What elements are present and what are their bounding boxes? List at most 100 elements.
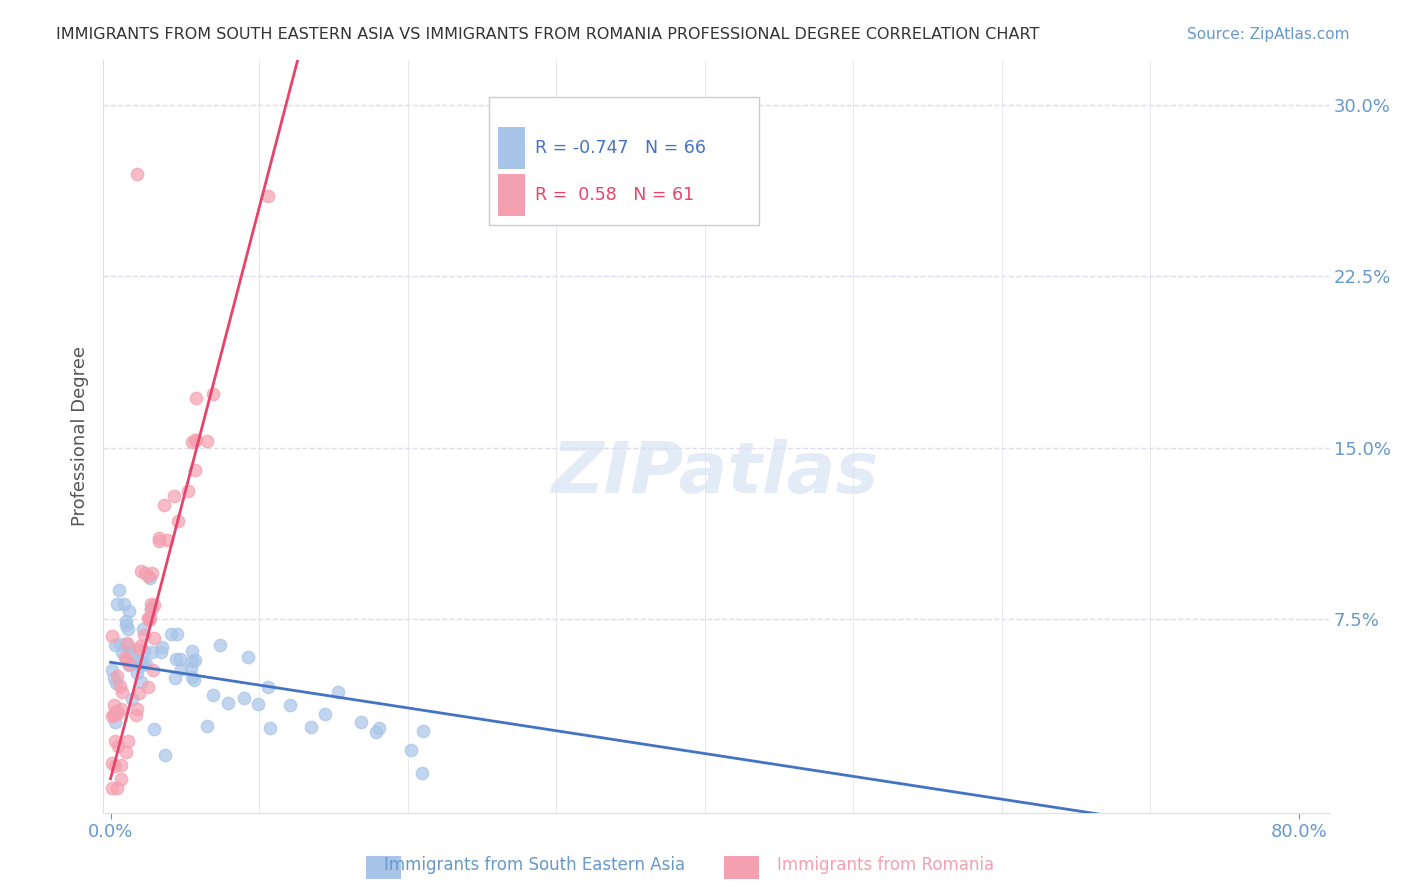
Point	[114, 649, 136, 664]
Point	[141, 602, 163, 616]
Point	[104, 758, 127, 772]
Point	[148, 532, 170, 546]
Point	[136, 611, 159, 625]
Bar	[498, 128, 524, 169]
Point	[180, 670, 202, 684]
Point	[101, 780, 124, 795]
Point	[107, 706, 129, 721]
Point	[110, 702, 132, 716]
Point	[209, 638, 232, 652]
Text: IMMIGRANTS FROM SOUTH EASTERN ASIA VS IMMIGRANTS FROM ROMANIA PROFESSIONAL DEGRE: IMMIGRANTS FROM SOUTH EASTERN ASIA VS IM…	[56, 27, 1039, 42]
Point	[202, 387, 225, 401]
Point	[165, 652, 187, 666]
Point	[150, 640, 173, 655]
Point	[367, 721, 389, 735]
Point	[132, 656, 155, 670]
Point	[108, 679, 131, 693]
Point	[153, 748, 176, 763]
Point	[181, 644, 204, 658]
Point	[108, 583, 131, 598]
Point	[148, 534, 170, 549]
Point	[134, 566, 156, 581]
Point	[166, 514, 188, 528]
Point	[107, 739, 129, 754]
Point	[132, 643, 155, 657]
Point	[184, 653, 207, 667]
Point	[117, 604, 139, 618]
Point	[103, 698, 125, 712]
Point	[163, 671, 186, 685]
Point	[117, 623, 139, 637]
Point	[105, 669, 128, 683]
Point	[186, 392, 208, 406]
Point	[129, 659, 152, 673]
Point	[127, 665, 149, 680]
Point	[257, 681, 280, 695]
Point	[141, 566, 163, 580]
Point	[120, 648, 142, 662]
Text: ZIPatlas: ZIPatlas	[553, 440, 880, 508]
Point	[124, 707, 146, 722]
Point	[129, 675, 152, 690]
Point	[153, 498, 176, 512]
Point	[138, 610, 160, 624]
Point	[349, 715, 371, 730]
Point	[180, 661, 202, 675]
Point	[114, 617, 136, 632]
Point	[127, 702, 149, 716]
Point	[314, 706, 336, 721]
Text: Immigrants from South Eastern Asia: Immigrants from South Eastern Asia	[384, 856, 685, 874]
Point	[115, 745, 138, 759]
Point	[129, 564, 152, 578]
Point	[136, 568, 159, 582]
Point	[166, 627, 188, 641]
Point	[259, 721, 281, 735]
Point	[184, 463, 207, 477]
Point	[169, 652, 191, 666]
Bar	[498, 174, 524, 216]
Point	[177, 484, 200, 499]
Point	[278, 698, 301, 712]
Point	[110, 757, 132, 772]
Point	[149, 645, 172, 659]
Point	[184, 434, 207, 448]
Point	[136, 680, 159, 694]
Point	[143, 722, 166, 736]
Point	[118, 657, 141, 671]
Point	[117, 734, 139, 748]
Point	[111, 685, 134, 699]
Point	[183, 673, 205, 687]
Point	[141, 645, 163, 659]
Point	[184, 434, 207, 448]
Point	[103, 734, 125, 748]
Point	[114, 615, 136, 629]
Point	[127, 167, 149, 181]
Point	[118, 645, 141, 659]
Text: Source: ZipAtlas.com: Source: ZipAtlas.com	[1187, 27, 1350, 42]
Point	[104, 638, 127, 652]
Point	[115, 653, 138, 667]
Point	[156, 533, 179, 547]
Text: R =  0.58   N = 61: R = 0.58 N = 61	[534, 186, 693, 204]
Point	[170, 662, 193, 676]
Point	[143, 599, 166, 613]
Point	[326, 684, 349, 698]
Point	[121, 692, 143, 706]
Point	[399, 743, 422, 757]
Point	[111, 645, 134, 659]
Point	[103, 707, 125, 722]
Text: R = -0.747   N = 66: R = -0.747 N = 66	[534, 139, 706, 158]
Point	[364, 725, 387, 739]
Point	[105, 597, 128, 611]
Point	[217, 697, 239, 711]
Point	[128, 686, 150, 700]
Point	[128, 653, 150, 667]
Point	[246, 698, 269, 712]
Point	[118, 658, 141, 673]
Point	[195, 718, 218, 732]
Point	[135, 657, 157, 671]
Point	[411, 766, 433, 780]
Point	[115, 638, 138, 652]
Point	[104, 676, 127, 690]
Point	[128, 642, 150, 657]
